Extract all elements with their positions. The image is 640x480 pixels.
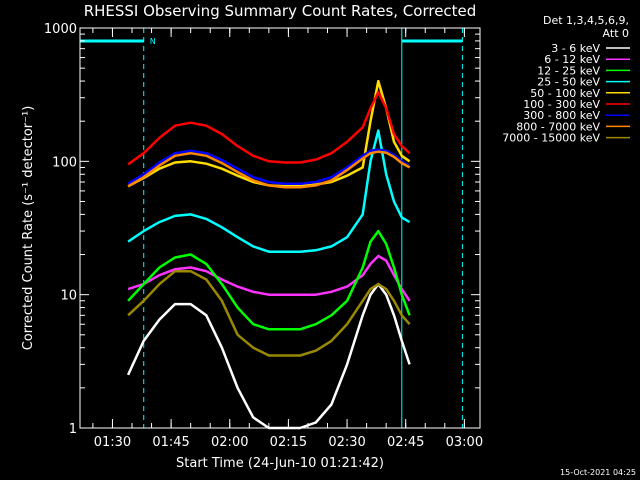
series-line-2 xyxy=(127,229,411,331)
x-tick-label-0: 01:30 xyxy=(94,435,131,450)
legend-label-0: 3 - 6 keV xyxy=(551,42,600,55)
x-tick-label-5: 02:45 xyxy=(387,435,424,450)
axes: 1 10 100 1000 01:30 01:45 02:00 02:15 02:30 02:45… xyxy=(44,22,483,450)
chart-title: RHESSI Observing Summary Count Rates, Co… xyxy=(84,2,477,20)
y-tick-label-0: 1 xyxy=(69,422,77,437)
y-tick-label-2: 100 xyxy=(52,155,77,170)
series-line-6 xyxy=(127,148,411,185)
series-line-5 xyxy=(127,90,411,166)
legend-label-4: 50 - 100 keV xyxy=(530,87,600,100)
x-tick-label-4: 02:30 xyxy=(328,435,365,450)
y-tick-label-1: 10 xyxy=(60,289,77,304)
x-axis-label: Start Time (24-Jun-10 01:21:42) xyxy=(176,456,384,471)
legend-label-7: 800 - 7000 keV xyxy=(516,120,600,133)
night-label-0: N xyxy=(150,37,156,46)
y-axis-label: Corrected Count Rate (s⁻¹ detector⁻¹) xyxy=(21,106,36,351)
legend-label-8: 7000 - 15000 keV xyxy=(502,132,600,145)
legend-label-2: 12 - 25 keV xyxy=(537,64,600,77)
legend-label-5: 100 - 300 keV xyxy=(523,98,600,111)
x-tick-label-3: 02:15 xyxy=(270,435,307,450)
legend-header-line-1: Det 1,3,4,5,6,9, xyxy=(543,14,629,27)
y-tick-label-3: 1000 xyxy=(44,22,77,37)
x-tick-label-2: 02:00 xyxy=(211,435,248,450)
legend-label-1: 6 - 12 keV xyxy=(544,53,600,66)
series-line-8 xyxy=(127,269,411,357)
x-tick-label-1: 01:45 xyxy=(152,435,189,450)
legend-header-line-2: Att 0 xyxy=(603,27,629,40)
plot-frame xyxy=(79,27,481,429)
series-line-7 xyxy=(127,150,411,189)
legend-label-3: 25 - 50 keV xyxy=(537,76,600,89)
series-line-1 xyxy=(127,254,411,302)
legend-label-6: 300 - 800 keV xyxy=(523,109,600,122)
timestamp: 15-Oct-2021 04:25 xyxy=(560,468,636,477)
series-group xyxy=(126,79,411,430)
x-tick-label-6: 03:00 xyxy=(446,435,483,450)
